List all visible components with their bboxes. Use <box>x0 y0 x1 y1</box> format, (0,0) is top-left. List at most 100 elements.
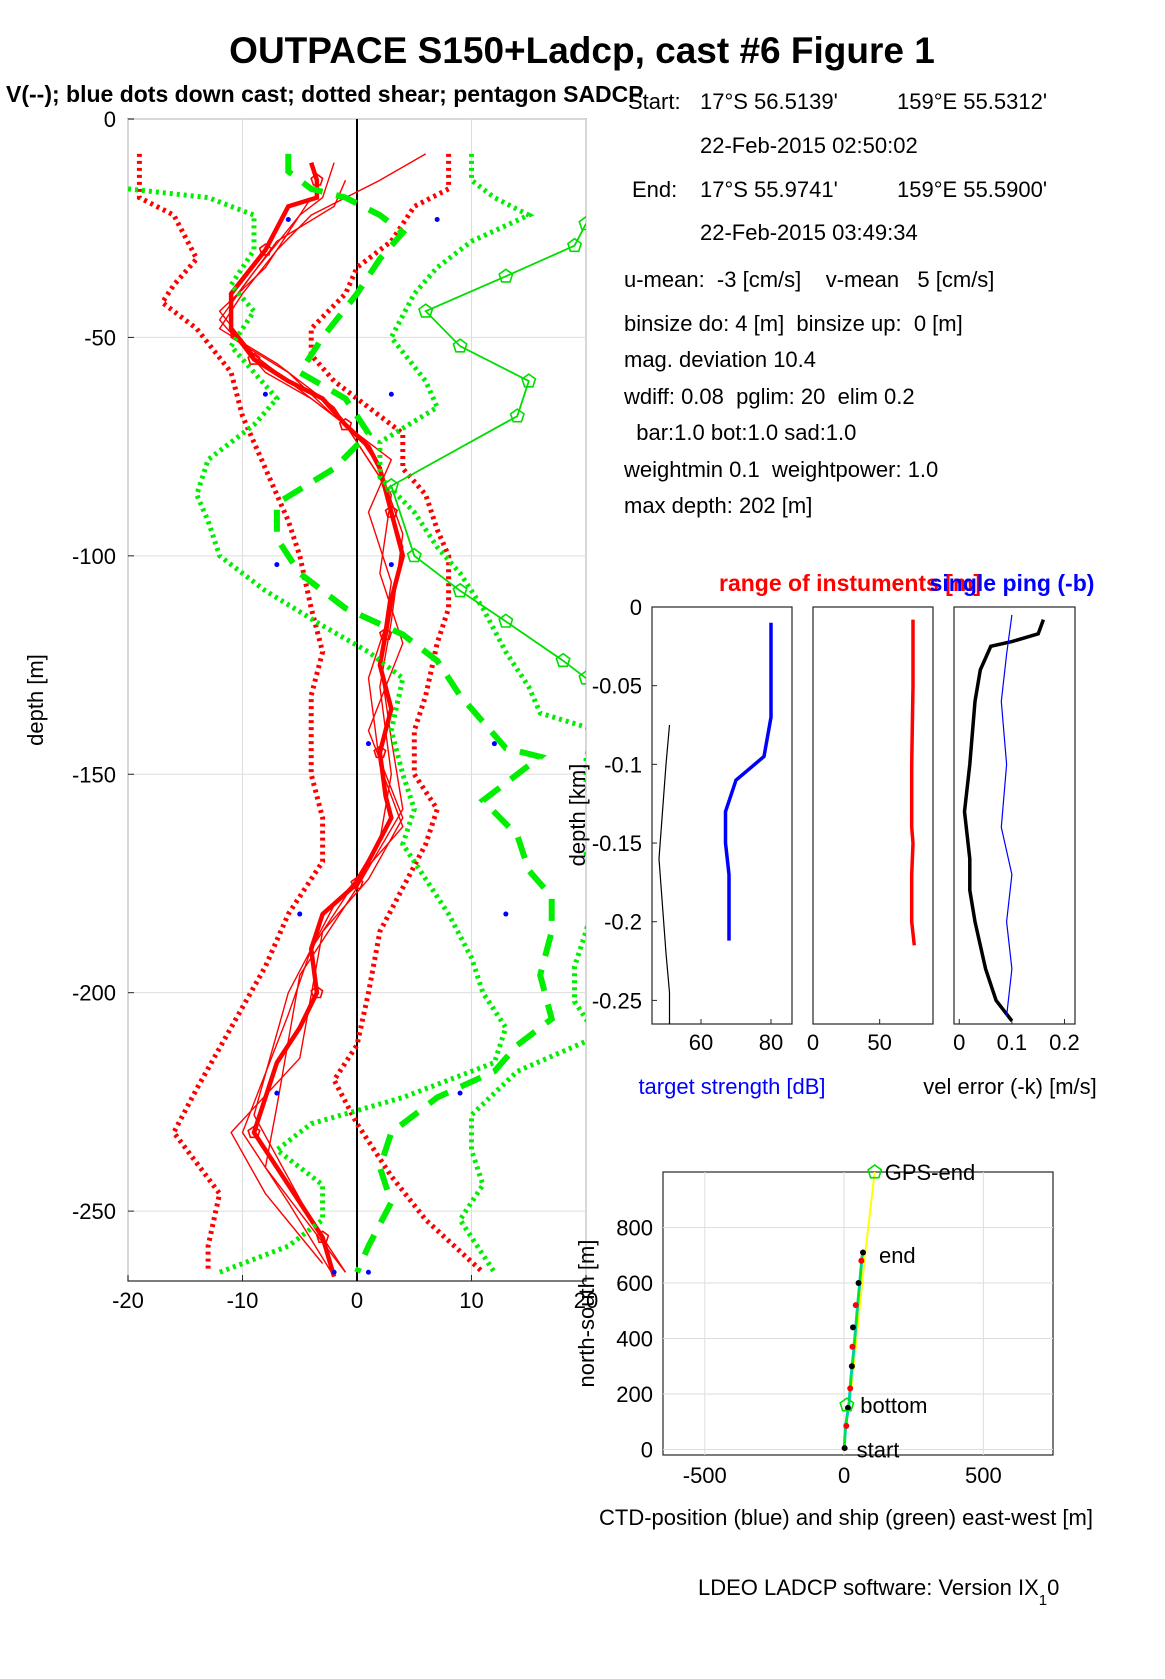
downcast-dot <box>434 216 440 222</box>
downcast-dot <box>388 391 394 397</box>
weightmin: weightmin 0.1 weightpower: 1.0 <box>623 457 938 482</box>
y-tick-label: 600 <box>616 1271 653 1296</box>
downcast-dot <box>274 1090 280 1096</box>
downcast-dot <box>285 216 291 222</box>
start-lat: 17°S 56.5139' <box>700 89 838 114</box>
track-dot <box>860 1249 867 1256</box>
start-lon: 159°E 55.5312' <box>897 89 1047 114</box>
footer-version: LDEO LADCP software: Version IX10 <box>698 1575 1059 1609</box>
label-bottom: bottom <box>860 1393 927 1418</box>
bar-weights: bar:1.0 bot:1.0 sad:1.0 <box>624 420 856 445</box>
mag-deviation: mag. deviation 10.4 <box>624 347 816 372</box>
track-dot <box>849 1324 856 1331</box>
y-tick-label: 0 <box>630 595 642 620</box>
clipped-series-group <box>909 619 917 946</box>
u-marker <box>384 505 399 518</box>
sadcp-marker <box>406 547 422 563</box>
track-dot <box>844 1404 851 1411</box>
series-black <box>658 724 671 1024</box>
sadcp-marker <box>521 373 537 388</box>
x-tick-label: 20 <box>574 1288 598 1313</box>
y-tick-label: -0.05 <box>592 674 642 699</box>
sadcp-marker <box>452 338 468 353</box>
end-lon: 159°E 55.5900' <box>897 177 1047 202</box>
gps-end-marker <box>867 1164 883 1179</box>
wdiff: wdiff: 0.08 pglim: 20 elim 0.2 <box>623 384 915 409</box>
max-depth: max depth: 202 [m] <box>624 493 812 518</box>
y-axis-label: depth [km] <box>565 764 590 867</box>
y-tick-label: 0 <box>641 1437 653 1462</box>
series-v-shear-left <box>128 186 509 1275</box>
figure-subtitle: V(--); blue dots down cast; dotted shear… <box>6 81 644 107</box>
u-marker <box>258 243 273 256</box>
binsize: binsize do: 4 [m] binsize up: 0 [m] <box>624 311 963 336</box>
u-marker <box>310 173 324 186</box>
sadcp-marker <box>383 477 399 493</box>
sadcp-marker <box>498 268 514 283</box>
series-blue <box>723 622 773 941</box>
start-time: 22-Feb-2015 02:50:02 <box>700 133 918 158</box>
y-tick-label: -0.2 <box>604 910 642 935</box>
sadcp-marker <box>418 303 434 318</box>
x-tick-label: -500 <box>683 1463 727 1488</box>
label-gps-end: GPS-end <box>885 1160 976 1185</box>
x-tick-label: 0.1 <box>997 1030 1028 1055</box>
downcast-dot <box>274 562 280 568</box>
x-axis-label: target strength [dB] <box>638 1074 825 1099</box>
sadcp-marker <box>566 237 583 253</box>
downcast-dot <box>503 911 509 917</box>
series-v-shear-right <box>377 153 586 1274</box>
panel-title-range: range of instuments [m] <box>719 570 981 596</box>
sadcp-marker <box>509 408 525 423</box>
series-u-shear-up <box>136 153 326 1273</box>
u-marker <box>378 627 393 641</box>
x-tick-label: 0 <box>351 1288 363 1313</box>
track-dot <box>843 1422 850 1429</box>
u-marker <box>373 745 387 759</box>
mean-velocity: u-mean: -3 [cm/s] v-mean 5 [cm/s] <box>624 267 994 292</box>
x-axis-label: vel error (-k) [m/s] <box>923 1074 1097 1099</box>
track-dot <box>852 1302 859 1309</box>
x-tick-label: 0.2 <box>1049 1030 1080 1055</box>
panel-title-single-ping: single ping (-b) <box>930 570 1095 596</box>
velocity-error-plot: 0 0.1 0.2 vel error (-k) [m/s] <box>923 606 1097 1099</box>
downcast-dot <box>365 741 371 747</box>
figure-title: OUTPACE S150+Ladcp, cast #6 Figure 1 <box>229 30 935 71</box>
track-dot <box>847 1385 854 1392</box>
clipped-series-group <box>841 1172 876 1452</box>
x-tick-label: 0 <box>807 1030 819 1055</box>
u-marker <box>247 352 261 365</box>
label-start: start <box>857 1437 900 1462</box>
downcast-dot <box>388 562 394 568</box>
cast-info-text: Start: 17°S 56.5139' 159°E 55.5312' 22-F… <box>623 89 1047 518</box>
y-tick-label: -200 <box>72 981 116 1006</box>
y-tick-label: 200 <box>616 1382 653 1407</box>
y-tick-label: 0 <box>104 107 116 132</box>
clipped-series-group <box>962 614 1046 1022</box>
y-tick-label: 400 <box>616 1326 653 1351</box>
downcast-dot <box>457 1090 463 1096</box>
y-tick-label: -0.25 <box>592 988 642 1013</box>
u-marker <box>247 1125 261 1139</box>
downcast-dot <box>331 1269 337 1275</box>
y-tick-label: -250 <box>72 1199 116 1224</box>
track-dot <box>858 1257 865 1264</box>
target-strength-plot: 60 80 0 -0.05 -0.1 -0.15 -0.2 -0.25 depth [km] ra… <box>565 570 1094 1099</box>
start-label: Start: <box>628 89 681 114</box>
label-end: end <box>879 1243 916 1268</box>
bottom-marker <box>839 1397 855 1412</box>
x-tick-label: 60 <box>689 1030 713 1055</box>
track-dot <box>848 1363 855 1370</box>
range-plot: 0 50 <box>807 606 934 1055</box>
y-tick-label: -100 <box>72 544 116 569</box>
downcast-dot <box>365 1269 371 1275</box>
x-tick-label: 10 <box>459 1288 483 1313</box>
x-tick-label: 50 <box>867 1030 891 1055</box>
series-red <box>909 619 917 946</box>
downcast-dot <box>491 741 497 747</box>
series-sadcp <box>390 223 586 679</box>
series-v <box>273 153 556 1274</box>
sadcp-marker <box>578 215 586 231</box>
